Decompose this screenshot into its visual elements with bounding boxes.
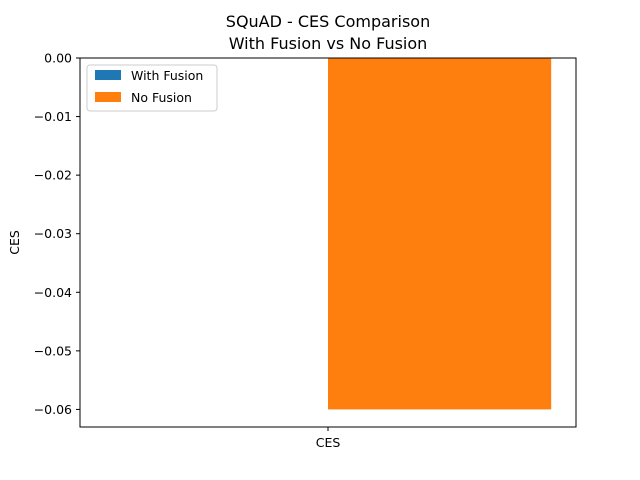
x-tick-label: CES xyxy=(316,435,341,450)
y-tick-label: −0.01 xyxy=(34,109,72,124)
x-axis: CES xyxy=(316,427,341,450)
plot-area-frame xyxy=(79,57,577,428)
legend-swatch-with-fusion xyxy=(95,70,121,80)
y-tick-label: −0.04 xyxy=(34,285,72,300)
y-tick-label: −0.02 xyxy=(34,168,72,183)
y-axis: 0.00 −0.01 −0.02 −0.03 −0.04 −0.05 −0.06 xyxy=(34,51,80,417)
legend-swatch-no-fusion xyxy=(95,92,121,102)
legend: With Fusion No Fusion xyxy=(86,64,218,112)
bar-no-fusion xyxy=(328,58,552,410)
y-tick-label: 0.00 xyxy=(44,51,72,66)
chart-subtitle: With Fusion vs No Fusion xyxy=(229,34,428,53)
legend-label-no-fusion: No Fusion xyxy=(131,90,192,105)
y-tick-label: −0.03 xyxy=(34,226,72,241)
legend-label-with-fusion: With Fusion xyxy=(131,68,203,83)
y-axis-label: CES xyxy=(7,230,22,255)
y-tick-label: −0.06 xyxy=(34,402,72,417)
y-tick-label: −0.05 xyxy=(34,343,72,358)
chart-title: SQuAD - CES Comparison xyxy=(226,12,430,31)
bars-group xyxy=(328,58,552,410)
